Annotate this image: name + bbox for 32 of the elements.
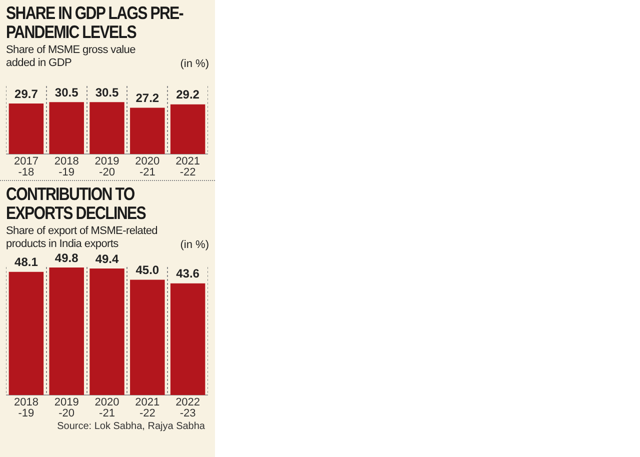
x-tick-label: 2017-18	[14, 156, 38, 179]
x-tick-label: 2018-19	[14, 396, 38, 420]
data-label: 48.1	[14, 255, 38, 270]
data-label: 27.2	[136, 91, 160, 106]
data-label: 29.2	[176, 88, 200, 102]
data-label: 30.5	[54, 85, 79, 100]
chart-subtitle: Share of export of MSME-related products in India exports	[6, 225, 158, 251]
source-note: Source: Lok Sabha, Rajya Sabha	[56, 421, 206, 432]
x-tick-label: 2021-22	[176, 156, 200, 179]
chart-title: SHARE IN GDP LAGS PRE-PANDEMIC LEVELS	[6, 3, 184, 42]
data-label: 43.6	[176, 266, 200, 281]
x-tick-label: 2018-19	[54, 156, 79, 179]
text: (in %)	[180, 239, 209, 251]
x-tick-label: 2021-22	[135, 396, 160, 420]
data-label: 30.5	[95, 85, 119, 100]
data-label: 49.8	[54, 250, 79, 265]
x-tick-label: 2022-23	[176, 396, 200, 420]
bar	[90, 268, 124, 395]
x-tick-label: 2020-21	[135, 156, 160, 179]
x-tick-label: 2019-20	[94, 156, 120, 179]
chart-subtitle: Share of MSME gross value added in GDP	[6, 44, 136, 70]
x-tick-label: 2020-21	[94, 396, 120, 420]
data-label: 45.0	[136, 263, 160, 278]
data-label: 29.7	[14, 86, 38, 101]
bar	[8, 272, 44, 395]
x-tick-label: 2019-20	[54, 396, 79, 420]
bar	[170, 283, 206, 395]
bar	[130, 280, 165, 395]
chart-title: CONTRIBUTION TO EXPORTS DECLINES	[6, 184, 147, 223]
bar	[49, 268, 84, 395]
text: (in %)	[180, 58, 209, 70]
data-label: 49.4	[95, 252, 119, 266]
